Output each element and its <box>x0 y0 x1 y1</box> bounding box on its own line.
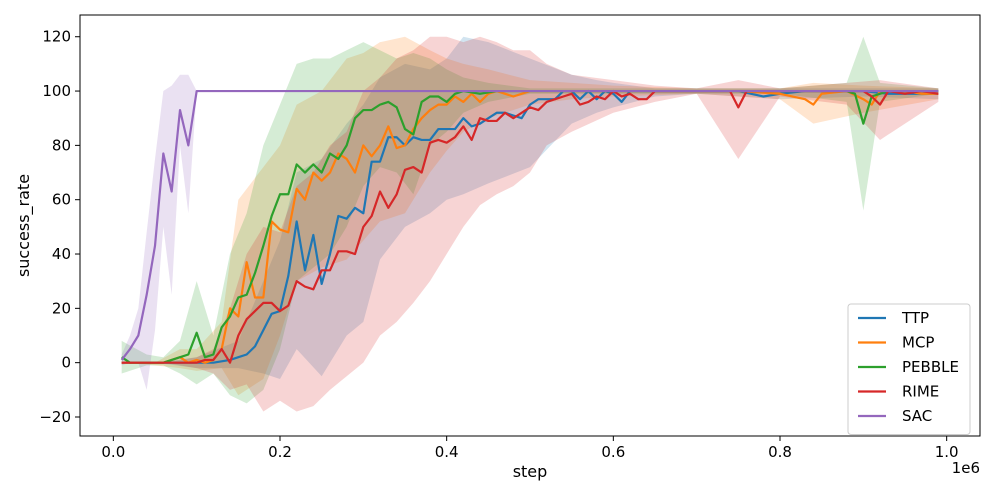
y-tick-label: −20 <box>39 408 71 426</box>
legend: TTP MCP PEBBLE RIME SAC <box>847 303 971 435</box>
band-mcp <box>121 36 939 396</box>
y-tick-label: 20 <box>52 299 71 317</box>
y-axis: −20 0 20 40 60 80 100 120 <box>39 28 80 426</box>
line-sac <box>120 89 939 361</box>
x-tick-label: 0.6 <box>601 443 625 461</box>
x-scale-label: 1e6 <box>952 459 980 477</box>
legend-label-pebble: PEBBLE <box>902 358 959 376</box>
y-tick-label: 80 <box>52 136 71 154</box>
band-pebble <box>121 36 939 404</box>
x-tick-label: 0.2 <box>268 443 292 461</box>
legend-label-ttp: TTP <box>901 309 929 327</box>
legend-box <box>847 303 971 435</box>
plot-frame <box>79 14 981 437</box>
line-mcp <box>121 89 939 364</box>
x-axis-label: step <box>513 462 548 481</box>
series-lines <box>120 89 939 364</box>
y-tick-label: 100 <box>42 82 71 100</box>
legend-label-rime: RIME <box>902 383 939 401</box>
band-ttp <box>121 36 939 379</box>
x-tick-label: 0.4 <box>435 443 459 461</box>
y-tick-label: 120 <box>42 28 71 46</box>
legend-label-sac: SAC <box>902 407 932 425</box>
legend-label-mcp: MCP <box>902 334 934 352</box>
x-tick-label: 0.0 <box>101 443 125 461</box>
y-tick-label: 0 <box>61 354 71 372</box>
y-tick-label: 60 <box>52 191 71 209</box>
x-tick-label: 0.8 <box>768 443 792 461</box>
band-rime <box>121 36 939 412</box>
x-axis: 0.0 0.2 0.4 0.6 0.8 1.0 <box>101 436 959 461</box>
y-tick-label: 40 <box>52 245 71 263</box>
y-axis-label: success_rate <box>14 174 34 277</box>
x-tick-label: 1.0 <box>935 443 959 461</box>
confidence-bands <box>121 36 939 412</box>
